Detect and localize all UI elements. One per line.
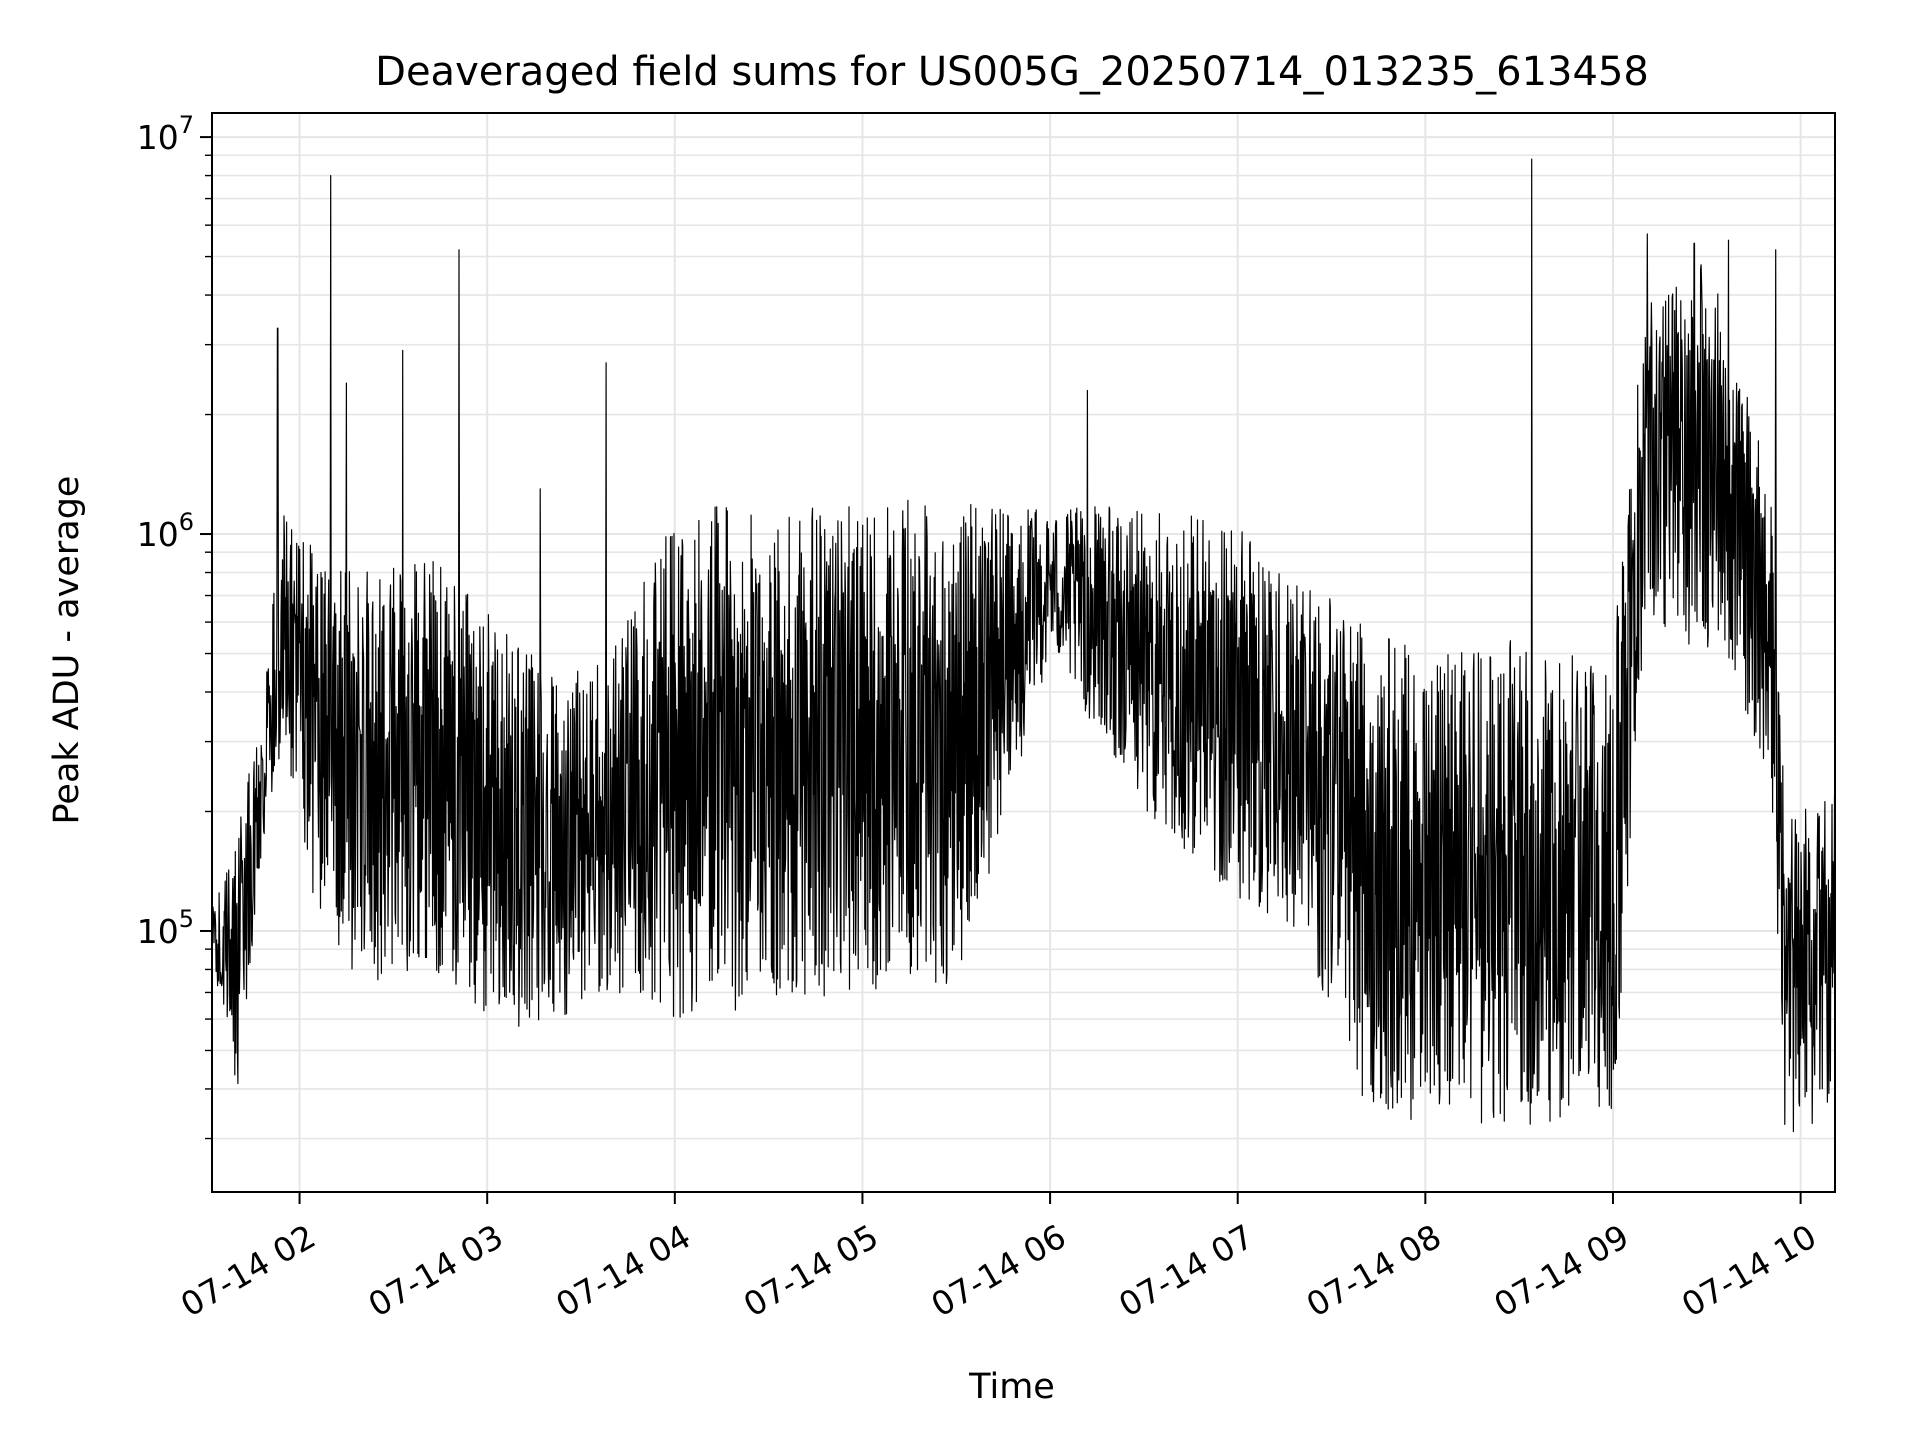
x-tick-label: 07-14 07 bbox=[1112, 1217, 1260, 1325]
x-tick-label: 07-14 06 bbox=[924, 1217, 1072, 1325]
plot-frame bbox=[211, 112, 1836, 1193]
y-tick-label: 106 bbox=[137, 508, 194, 554]
x-tick-label: 07-14 03 bbox=[362, 1217, 510, 1325]
x-tick-label: 07-14 09 bbox=[1487, 1217, 1635, 1325]
x-axis-label: Time bbox=[968, 1367, 1055, 1407]
x-axis: 07-14 02 07-14 03 07-14 04 07-14 05 07-14 06… bbox=[174, 1192, 1823, 1325]
x-tick-label: 07-14 04 bbox=[549, 1217, 697, 1325]
x-tick-label: 07-14 02 bbox=[174, 1217, 322, 1325]
x-tick-label: 07-14 10 bbox=[1675, 1217, 1823, 1325]
data-series-line bbox=[211, 158, 1836, 1133]
chart-title: Deaveraged field sums for US005G_2025071… bbox=[375, 49, 1649, 95]
y-axis-label: Peak ADU - average bbox=[47, 476, 87, 825]
x-tick-label: 07-14 08 bbox=[1300, 1217, 1448, 1325]
x-tick-label: 07-14 05 bbox=[737, 1217, 885, 1325]
y-tick-label: 105 bbox=[137, 905, 194, 951]
y-tick-label: 107 bbox=[137, 111, 194, 157]
y-axis: 105 106 107 bbox=[137, 111, 212, 1140]
